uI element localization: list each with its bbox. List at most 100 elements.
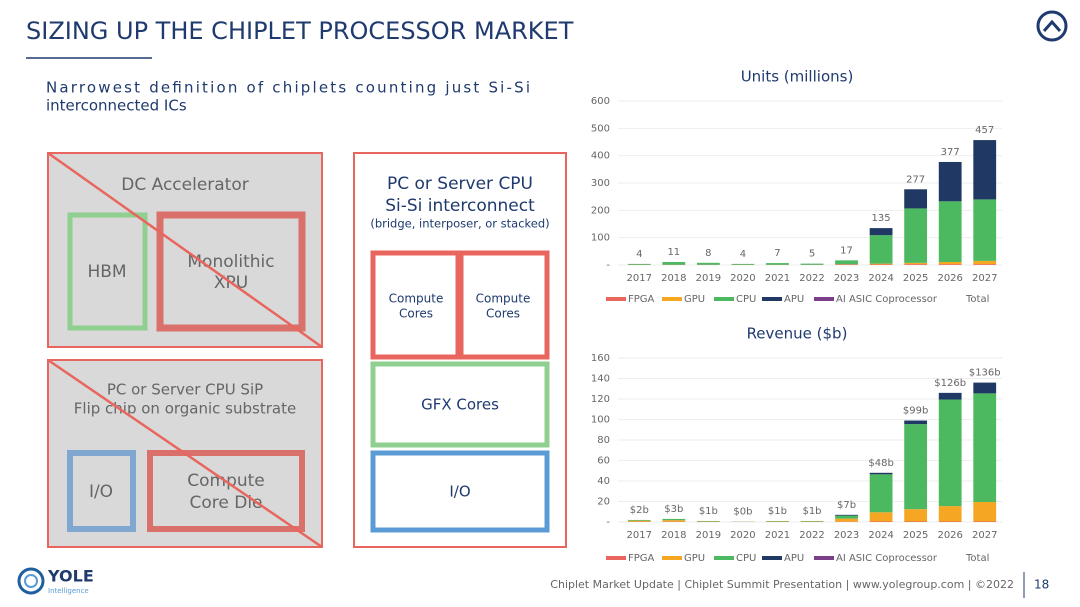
total-label: 7 <box>774 248 780 259</box>
legend-label: GPU <box>684 294 705 305</box>
bar-segment <box>869 521 893 522</box>
y-tick-label: 80 <box>597 435 610 446</box>
bar-segment <box>904 189 928 209</box>
x-tick-label: 2018 <box>661 530 686 541</box>
bar-segment <box>938 201 962 262</box>
bar-segment <box>662 520 686 522</box>
cpu-io-box <box>370 450 550 533</box>
y-tick-label: 500 <box>591 123 610 134</box>
bar-segment <box>938 506 962 522</box>
y-tick-label: 100 <box>591 415 610 426</box>
cpu-title: Si-Si interconnect <box>385 196 535 216</box>
bar-segment <box>766 520 789 522</box>
bar-segment <box>904 509 928 522</box>
legend-swatch <box>662 556 682 560</box>
bar-segment <box>938 261 962 265</box>
legend-swatch <box>606 556 626 560</box>
x-tick-label: 2022 <box>799 530 824 541</box>
legend-label: CPU <box>736 294 756 305</box>
total-label: 277 <box>906 174 925 185</box>
legend-swatch <box>814 556 834 560</box>
x-tick-label: 2017 <box>627 273 652 284</box>
total-label: $1b <box>768 506 787 517</box>
bar-segment <box>904 424 928 510</box>
xpu-box <box>156 211 306 332</box>
y-tick-label: 400 <box>591 151 610 162</box>
total-label: 135 <box>872 213 891 224</box>
total-label: 377 <box>941 147 960 158</box>
x-tick-label: 2017 <box>627 530 652 541</box>
total-label: $99b <box>903 406 928 417</box>
hbm-box <box>67 212 148 331</box>
bar-segment <box>938 392 962 400</box>
x-tick-label: 2026 <box>937 273 962 284</box>
bar-segment <box>938 399 962 507</box>
total-label: $7b <box>837 500 856 511</box>
bar-segment <box>869 263 893 265</box>
sip-title: PC or Server CPU SiP <box>107 381 263 399</box>
bar-segment <box>835 518 858 522</box>
bar-segment <box>904 521 928 522</box>
bar-segment <box>731 263 755 265</box>
x-tick-label: 2027 <box>972 530 997 541</box>
bar-segment <box>973 264 997 265</box>
x-tick-label: 2020 <box>730 273 755 284</box>
bar-segment <box>835 514 858 516</box>
x-tick-label: 2024 <box>868 273 893 284</box>
legend-swatch <box>714 556 734 560</box>
bar-segment <box>627 263 651 265</box>
bar-segment <box>973 140 997 200</box>
y-tick-label: 140 <box>591 374 610 385</box>
compute-die-box <box>147 450 305 532</box>
total-label: 8 <box>705 248 711 259</box>
x-tick-label: 2021 <box>765 530 790 541</box>
compute-label: Cores <box>399 307 433 321</box>
bar-segment <box>696 262 720 265</box>
total-label: $126b <box>934 378 966 389</box>
legend-label: AI ASIC Coprocessor <box>836 294 938 305</box>
compute-box <box>370 250 461 360</box>
y-tick-label: - <box>606 260 610 271</box>
strike-line <box>47 358 323 549</box>
legend-label: Total <box>965 294 989 305</box>
x-tick-label: 2026 <box>937 530 962 541</box>
legend-label: APU <box>784 553 804 564</box>
y-tick-label: 200 <box>591 205 610 216</box>
bar-segment <box>800 520 824 522</box>
x-tick-label: 2021 <box>765 273 790 284</box>
legend-label: Total <box>965 553 989 564</box>
total-label: 5 <box>809 249 815 260</box>
logo-mark <box>17 567 45 595</box>
bar-segment <box>800 263 824 265</box>
intro-text: Narrowest definition of chiplets countin… <box>46 79 530 97</box>
nav-circle[interactable] <box>1036 10 1068 42</box>
y-tick-label: 120 <box>591 394 610 405</box>
total-label: $2b <box>630 505 649 516</box>
bar-segment <box>973 521 997 522</box>
bar-segment <box>696 520 720 522</box>
x-tick-label: 2023 <box>834 273 859 284</box>
chart-title: Units (millions) <box>741 68 854 86</box>
legend-label: FPGA <box>628 294 655 305</box>
dc-title: DC Accelerator <box>121 175 249 195</box>
x-tick-label: 2022 <box>799 273 824 284</box>
total-label: $48b <box>868 458 893 469</box>
bar-segment <box>869 264 893 265</box>
legend-swatch <box>714 297 734 301</box>
gfx-label: GFX Cores <box>421 396 499 414</box>
y-tick-label: - <box>606 517 610 528</box>
total-label: $3b <box>664 504 683 515</box>
bar-segment <box>973 382 997 394</box>
nav-up-button[interactable] <box>1036 10 1068 42</box>
y-tick-label: 60 <box>597 456 610 467</box>
bar-segment <box>938 521 962 522</box>
sip-title: Flip chip on organic substrate <box>74 400 296 418</box>
nav-chevron[interactable] <box>1042 19 1062 32</box>
bar-segment <box>973 199 997 261</box>
bar-segment <box>662 518 686 521</box>
bar-segment <box>938 264 962 265</box>
bar-segment <box>904 208 928 263</box>
intro-text: interconnected ICs <box>46 97 187 115</box>
legend-swatch <box>606 297 626 301</box>
